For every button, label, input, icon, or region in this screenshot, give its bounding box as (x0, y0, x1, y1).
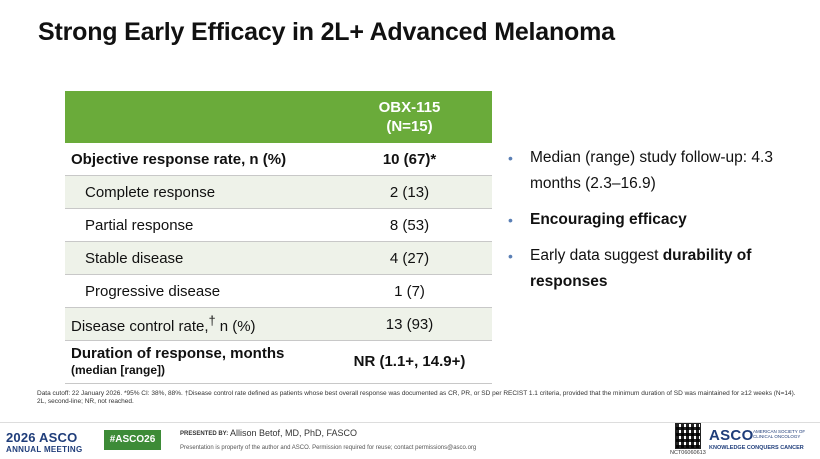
bullet-text-bold: durability of responses (530, 247, 752, 290)
hashtag-badge: #ASCO26 (104, 430, 161, 450)
row-value: 2 (13) (327, 175, 492, 209)
bullet-item: • Encouraging efficacy (508, 207, 798, 233)
asco-full-name: AMERICAN SOCIETY OF CLINICAL ONCOLOGY (753, 429, 806, 439)
row-value: 13 (93) (327, 307, 492, 341)
row-label: Complete response (65, 175, 327, 209)
presented-by-label: PRESENTED BY: (180, 431, 229, 437)
bullet-list: • Median (range) study follow-up: 4.3 mo… (508, 145, 798, 305)
asco-tagline: KNOWLEDGE CONQUERS CANCER (709, 445, 804, 451)
table-row-pd: Progressive disease 1 (7) (65, 274, 492, 308)
footnote-line1: Data cutoff: 22 January 2026. *95% CI: 3… (37, 390, 796, 397)
asco-logo: ASCO AMERICAN SOCIETY OF CLINICAL ONCOLO… (709, 427, 805, 451)
table-row-dcr: Disease control rate,† n (%) 13 (93) (65, 307, 492, 341)
row-label-text: Disease control rate, (71, 317, 209, 335)
footer-divider (0, 422, 820, 423)
asco-annual-meeting-logo: 2026 ASCO ANNUAL MEETING (6, 430, 83, 454)
row-label: Progressive disease (65, 274, 327, 308)
header-line1: OBX-115 (378, 99, 441, 116)
qr-code-label: NCT06060613 (670, 450, 706, 456)
row-value: NR (1.1+, 14.9+) (327, 340, 492, 384)
bullet-text: Encouraging efficacy (530, 211, 687, 228)
row-label: Stable disease (65, 241, 327, 275)
dagger-mark: † (208, 313, 216, 328)
row-label-sub: (median [range]) (71, 363, 166, 377)
table-row-pr: Partial response 8 (53) (65, 208, 492, 242)
qr-code-icon[interactable] (675, 423, 701, 449)
bullet-dot-icon: • (508, 150, 513, 166)
copyright-notice: Presentation is property of the author a… (180, 445, 477, 451)
bullet-dot-icon: • (508, 248, 513, 264)
row-label: Duration of response, months (median [ra… (65, 340, 327, 384)
footnote: Data cutoff: 22 January 2026. *95% CI: 3… (37, 390, 797, 407)
row-label: Objective response rate, n (%) (65, 143, 327, 176)
row-value: 8 (53) (327, 208, 492, 242)
table-row-dor: Duration of response, months (median [ra… (65, 340, 492, 384)
row-value: 1 (7) (327, 274, 492, 308)
bullet-item: • Median (range) study follow-up: 4.3 mo… (508, 145, 798, 197)
presenter-name: Allison Betof, MD, PhD, FASCO (230, 428, 358, 438)
bullet-text: Early data suggest (530, 247, 663, 264)
table-header-row: OBX-115 (N=15) (65, 91, 492, 143)
footnote-line2: 2L, second-line; NR, not reached. (37, 398, 134, 406)
slide-title: Strong Early Efficacy in 2L+ Advanced Me… (38, 18, 615, 46)
header-line2: (N=15) (386, 118, 433, 135)
row-label: Partial response (65, 208, 327, 242)
table-row-cr: Complete response 2 (13) (65, 175, 492, 209)
bullet-text: Median (range) study follow-up: 4.3 mont… (530, 149, 773, 192)
meeting-line1: 2026 ASCO (6, 430, 78, 445)
asco-logo-text: ASCO (709, 427, 754, 444)
row-label: Disease control rate,† n (%) (65, 307, 327, 341)
table-row-sd: Stable disease 4 (27) (65, 241, 492, 275)
table-row-orr: Objective response rate, n (%) 10 (67)* (65, 143, 492, 176)
row-value: 10 (67)* (327, 143, 492, 176)
row-value: 4 (27) (327, 241, 492, 275)
results-table: OBX-115 (N=15) Objective response rate, … (65, 91, 492, 384)
meeting-line2: ANNUAL MEETING (6, 445, 83, 454)
row-label-suffix: n (%) (215, 317, 256, 335)
bullet-item: • Early data suggest durability of respo… (508, 243, 798, 295)
row-label-text: Duration of response, months (71, 345, 285, 362)
bullet-dot-icon: • (508, 212, 513, 228)
table-header-obx115: OBX-115 (N=15) (327, 91, 492, 143)
table-header-blank (65, 91, 327, 143)
